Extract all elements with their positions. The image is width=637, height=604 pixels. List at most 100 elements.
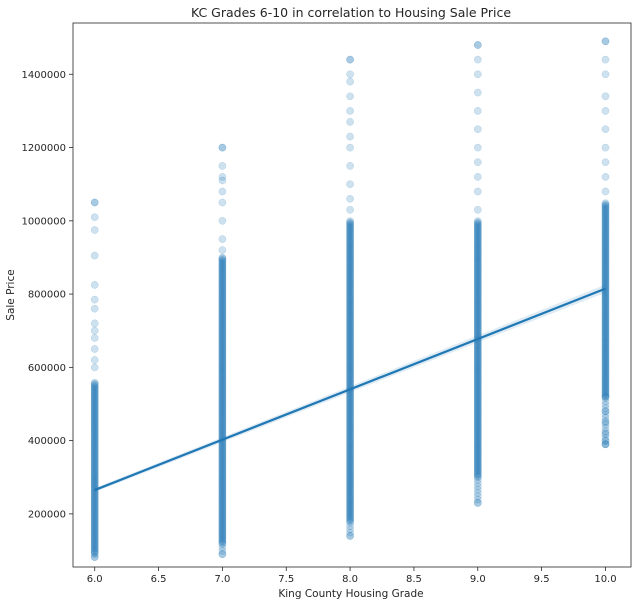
data-point	[90, 473, 99, 482]
data-point	[601, 231, 610, 239]
data-point	[90, 476, 99, 485]
data-point	[218, 394, 227, 402]
data-point	[90, 389, 99, 398]
data-point	[601, 376, 610, 385]
data-point	[473, 260, 482, 268]
data-point	[473, 376, 482, 385]
data-point	[346, 479, 354, 488]
data-point	[473, 439, 482, 448]
data-point	[473, 393, 482, 401]
data-point	[346, 77, 354, 86]
data-point	[473, 319, 482, 328]
y-tick-label: 1200000	[21, 143, 66, 154]
data-point	[346, 356, 354, 365]
data-point	[473, 312, 482, 321]
data-point	[218, 271, 227, 279]
data-point	[601, 440, 610, 449]
data-point	[473, 415, 482, 423]
data-point	[473, 289, 482, 298]
data-point	[218, 469, 227, 477]
data-point	[601, 305, 610, 314]
data-point	[218, 471, 227, 479]
data-point	[601, 125, 610, 134]
data-point	[601, 397, 610, 406]
data-point	[218, 290, 227, 299]
data-point	[218, 525, 227, 533]
data-point	[218, 467, 227, 476]
data-point	[90, 363, 99, 372]
data-point	[218, 415, 227, 423]
data-point	[218, 300, 227, 309]
data-point	[90, 442, 99, 451]
data-point	[601, 245, 610, 254]
data-point	[90, 541, 99, 550]
data-point	[473, 41, 482, 49]
data-point	[473, 365, 482, 374]
data-point	[346, 279, 354, 288]
data-point	[346, 425, 354, 433]
data-point	[601, 440, 610, 449]
regression-line	[94, 284, 606, 493]
data-point	[218, 254, 227, 263]
data-point	[601, 363, 610, 371]
data-point	[346, 262, 354, 271]
data-point	[346, 415, 354, 423]
data-point	[346, 299, 354, 308]
data-point	[601, 199, 610, 208]
data-point	[601, 211, 610, 220]
data-point	[218, 421, 227, 430]
data-point	[473, 241, 482, 250]
data-point	[473, 247, 482, 255]
data-point	[218, 414, 227, 422]
data-point	[218, 353, 227, 362]
data-point	[601, 37, 610, 46]
data-point	[346, 326, 354, 334]
data-point	[601, 271, 610, 280]
data-point	[218, 299, 227, 308]
data-point	[473, 327, 482, 335]
data-point	[346, 412, 354, 421]
data-point	[601, 344, 610, 353]
data-point	[473, 364, 482, 373]
data-point	[473, 361, 482, 370]
data-point	[601, 212, 610, 221]
data-point	[473, 417, 482, 426]
data-point	[218, 462, 227, 471]
data-point	[346, 490, 354, 499]
data-point	[90, 458, 99, 466]
data-point	[473, 281, 482, 289]
data-point	[473, 479, 482, 487]
data-point	[601, 224, 610, 233]
data-point	[346, 376, 354, 385]
data-point	[218, 373, 227, 382]
data-point	[473, 410, 482, 419]
x-axis-label: King County Housing Grade	[278, 588, 423, 600]
data-point	[90, 404, 99, 412]
data-point	[346, 347, 354, 355]
data-point	[90, 501, 99, 510]
data-point	[90, 396, 99, 405]
data-point	[218, 497, 227, 506]
data-point	[473, 354, 482, 363]
data-point	[473, 356, 482, 365]
data-point	[601, 394, 610, 402]
data-point	[90, 408, 99, 417]
data-point	[601, 366, 610, 375]
data-point	[218, 384, 227, 393]
data-point	[218, 176, 227, 185]
data-point	[218, 487, 227, 496]
data-point	[346, 372, 354, 380]
data-point	[473, 390, 482, 399]
data-point	[218, 510, 227, 519]
data-point	[218, 319, 227, 328]
data-point	[473, 221, 482, 230]
data-point	[218, 387, 227, 396]
data-point	[346, 221, 354, 230]
data-point	[601, 377, 610, 386]
data-point	[346, 525, 354, 534]
data-point	[346, 509, 354, 518]
data-point	[218, 368, 227, 377]
data-point	[218, 451, 227, 460]
data-point	[473, 273, 482, 282]
data-point	[473, 329, 482, 338]
